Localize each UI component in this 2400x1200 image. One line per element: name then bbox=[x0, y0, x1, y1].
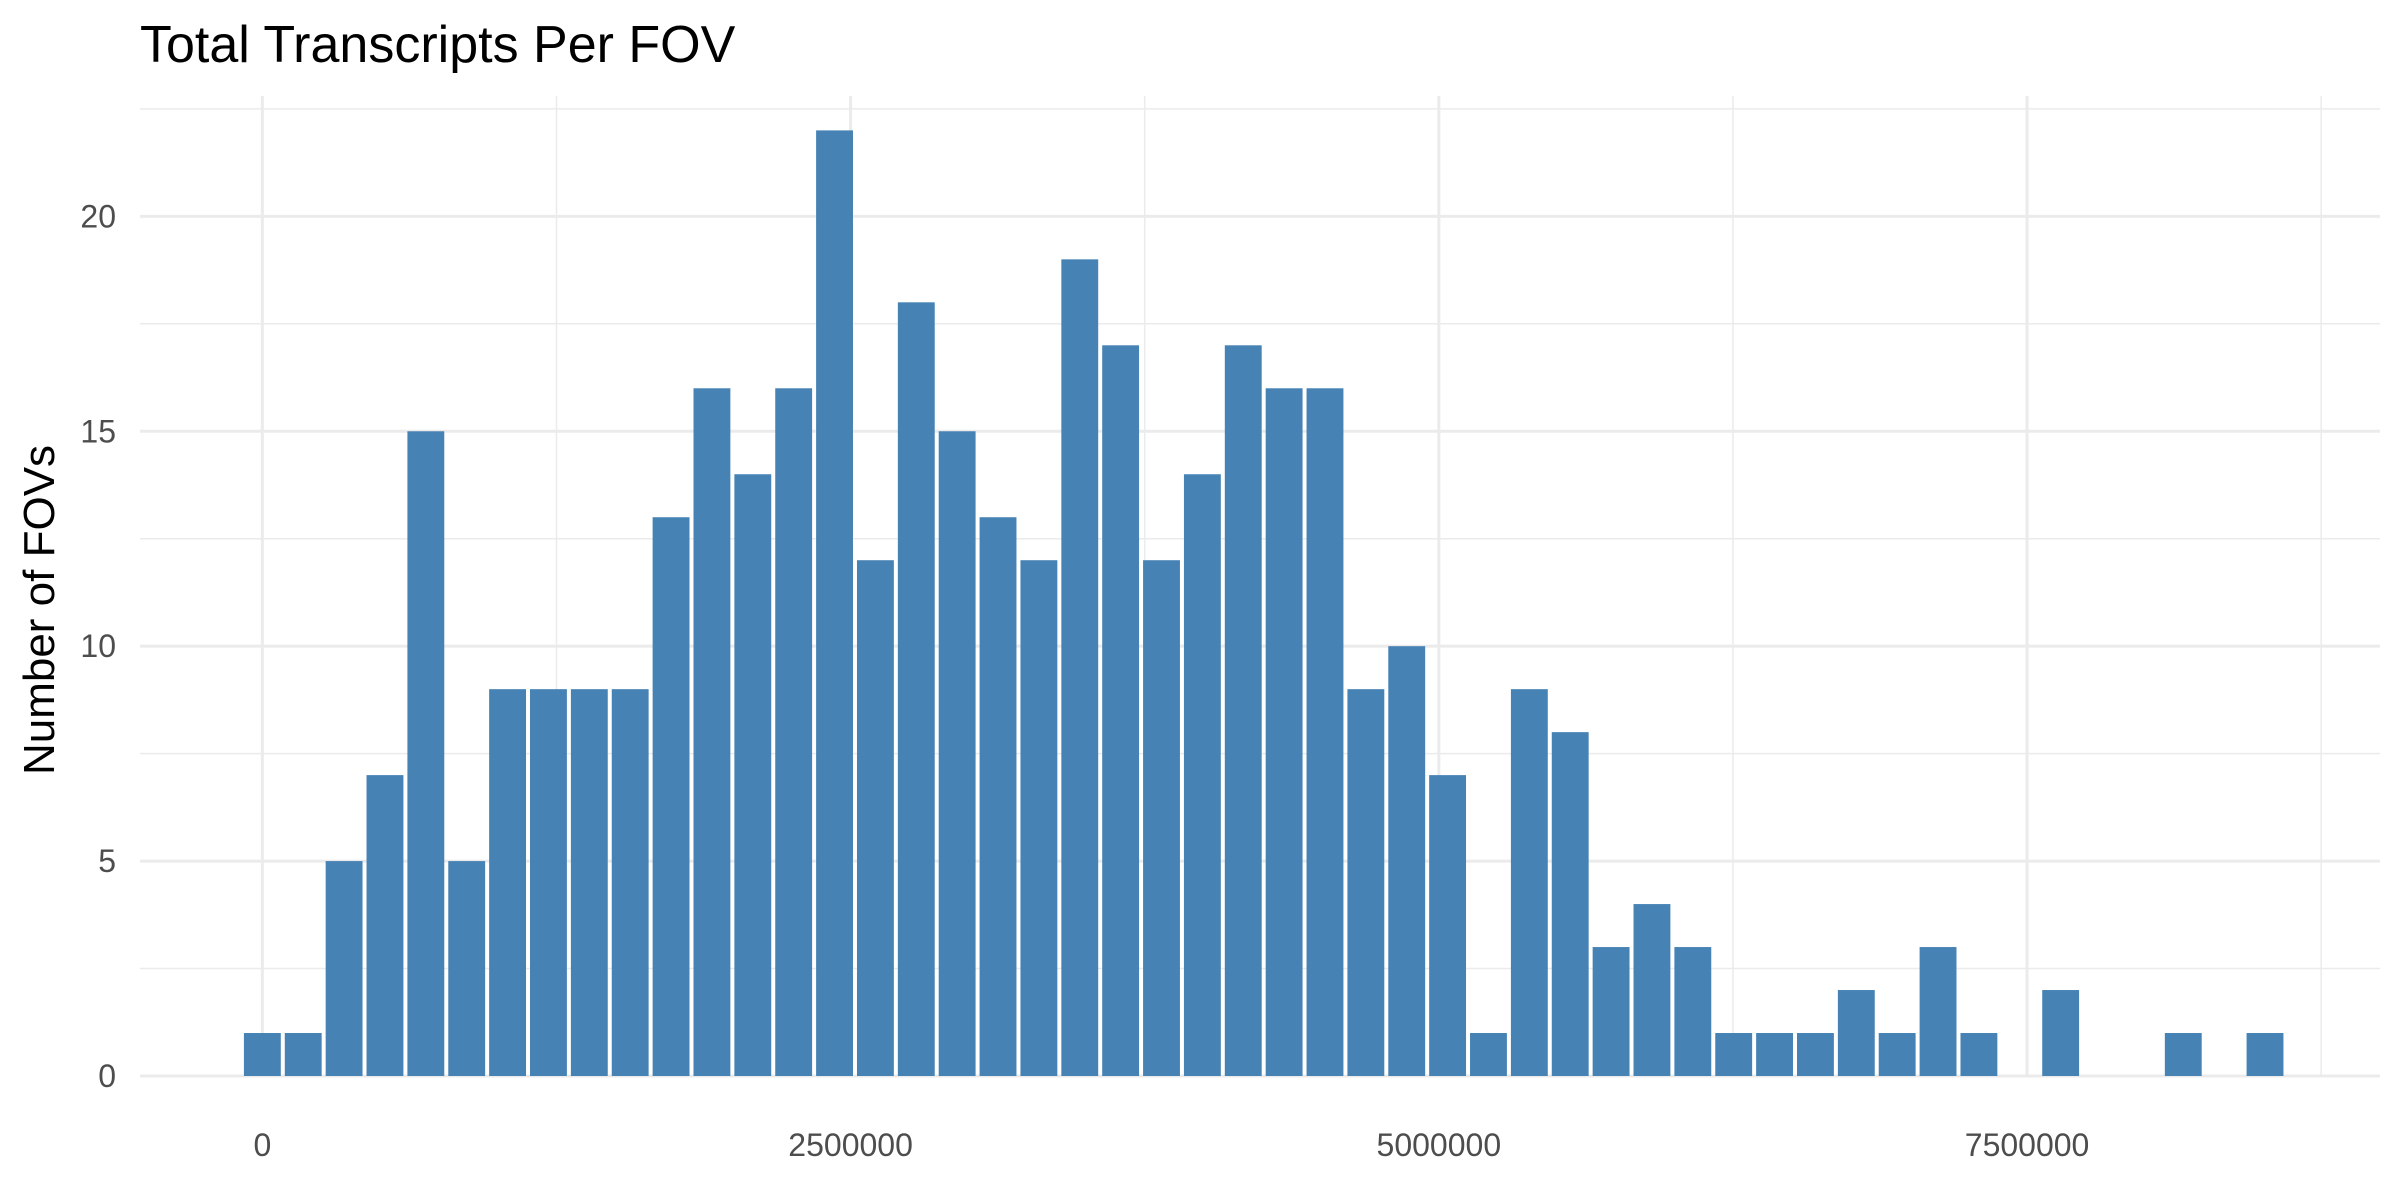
histogram-bar bbox=[530, 689, 567, 1076]
histogram-bar bbox=[1183, 474, 1221, 1076]
histogram-bar bbox=[897, 302, 935, 1076]
histogram-bar bbox=[1633, 904, 1671, 1076]
histogram-bar bbox=[1715, 1033, 1753, 1076]
histogram-bar bbox=[1674, 947, 1712, 1076]
histogram-bar bbox=[1919, 947, 1957, 1076]
histogram-bar bbox=[366, 775, 404, 1076]
chart-title: Total Transcripts Per FOV bbox=[140, 16, 736, 74]
histogram-bar bbox=[1306, 388, 1344, 1076]
histogram-bar bbox=[979, 517, 1017, 1076]
histogram-bar bbox=[611, 689, 649, 1076]
y-axis-label: Number of FOVs bbox=[15, 445, 64, 775]
histogram-bar bbox=[1265, 388, 1303, 1076]
histogram-bar bbox=[284, 1033, 322, 1076]
histogram-bar bbox=[1429, 775, 1467, 1076]
histogram-bar bbox=[243, 1033, 281, 1076]
y-tick-label: 20 bbox=[80, 198, 116, 234]
histogram-bar bbox=[816, 130, 853, 1076]
histogram-bar bbox=[2164, 1033, 2202, 1076]
histogram-bar bbox=[734, 474, 772, 1076]
histogram-bar bbox=[2246, 1033, 2284, 1076]
histogram-bar bbox=[1878, 1033, 1916, 1076]
histogram-bar bbox=[1224, 345, 1262, 1077]
histogram-bar bbox=[570, 689, 608, 1076]
histogram-bar bbox=[1960, 1033, 1998, 1076]
y-tick-labels: 0 5 10 15 20 bbox=[80, 198, 116, 1094]
histogram-bar bbox=[693, 388, 731, 1076]
histogram-bar bbox=[938, 431, 976, 1076]
histogram-bar bbox=[1510, 689, 1548, 1076]
histogram-bar bbox=[775, 388, 813, 1076]
histogram-bar bbox=[2042, 990, 2080, 1076]
histogram-bar bbox=[1756, 1033, 1793, 1076]
histogram-bar bbox=[1592, 947, 1630, 1076]
y-tick-label: 5 bbox=[98, 843, 116, 879]
x-tick-label: 7500000 bbox=[1965, 1127, 2090, 1163]
x-tick-label: 2500000 bbox=[788, 1127, 913, 1163]
y-tick-label: 15 bbox=[80, 413, 116, 449]
histogram-bar bbox=[1388, 646, 1426, 1076]
histogram-bar bbox=[1551, 732, 1589, 1076]
x-tick-label: 5000000 bbox=[1377, 1127, 1502, 1163]
histogram-bar bbox=[1020, 560, 1058, 1076]
histogram-bar bbox=[489, 689, 527, 1076]
histogram-bar bbox=[1470, 1033, 1507, 1076]
histogram-bar bbox=[1061, 259, 1099, 1076]
histogram-bar bbox=[325, 861, 363, 1076]
histogram-bar bbox=[1102, 345, 1140, 1077]
y-tick-label: 10 bbox=[80, 628, 116, 664]
x-tick-label: 0 bbox=[253, 1127, 271, 1163]
x-tick-labels: 0 2500000 5000000 7500000 bbox=[253, 1127, 2089, 1163]
histogram-bar bbox=[1797, 1033, 1834, 1076]
histogram-bar bbox=[1837, 990, 1875, 1076]
y-tick-label: 0 bbox=[98, 1058, 116, 1094]
histogram-bar bbox=[652, 517, 690, 1076]
histogram-bar bbox=[448, 861, 486, 1076]
histogram-bar bbox=[407, 431, 445, 1076]
histogram-bar bbox=[1347, 689, 1385, 1076]
histogram-bars bbox=[243, 130, 2284, 1077]
histogram-bar bbox=[856, 560, 894, 1076]
histogram-bar bbox=[1143, 560, 1180, 1076]
